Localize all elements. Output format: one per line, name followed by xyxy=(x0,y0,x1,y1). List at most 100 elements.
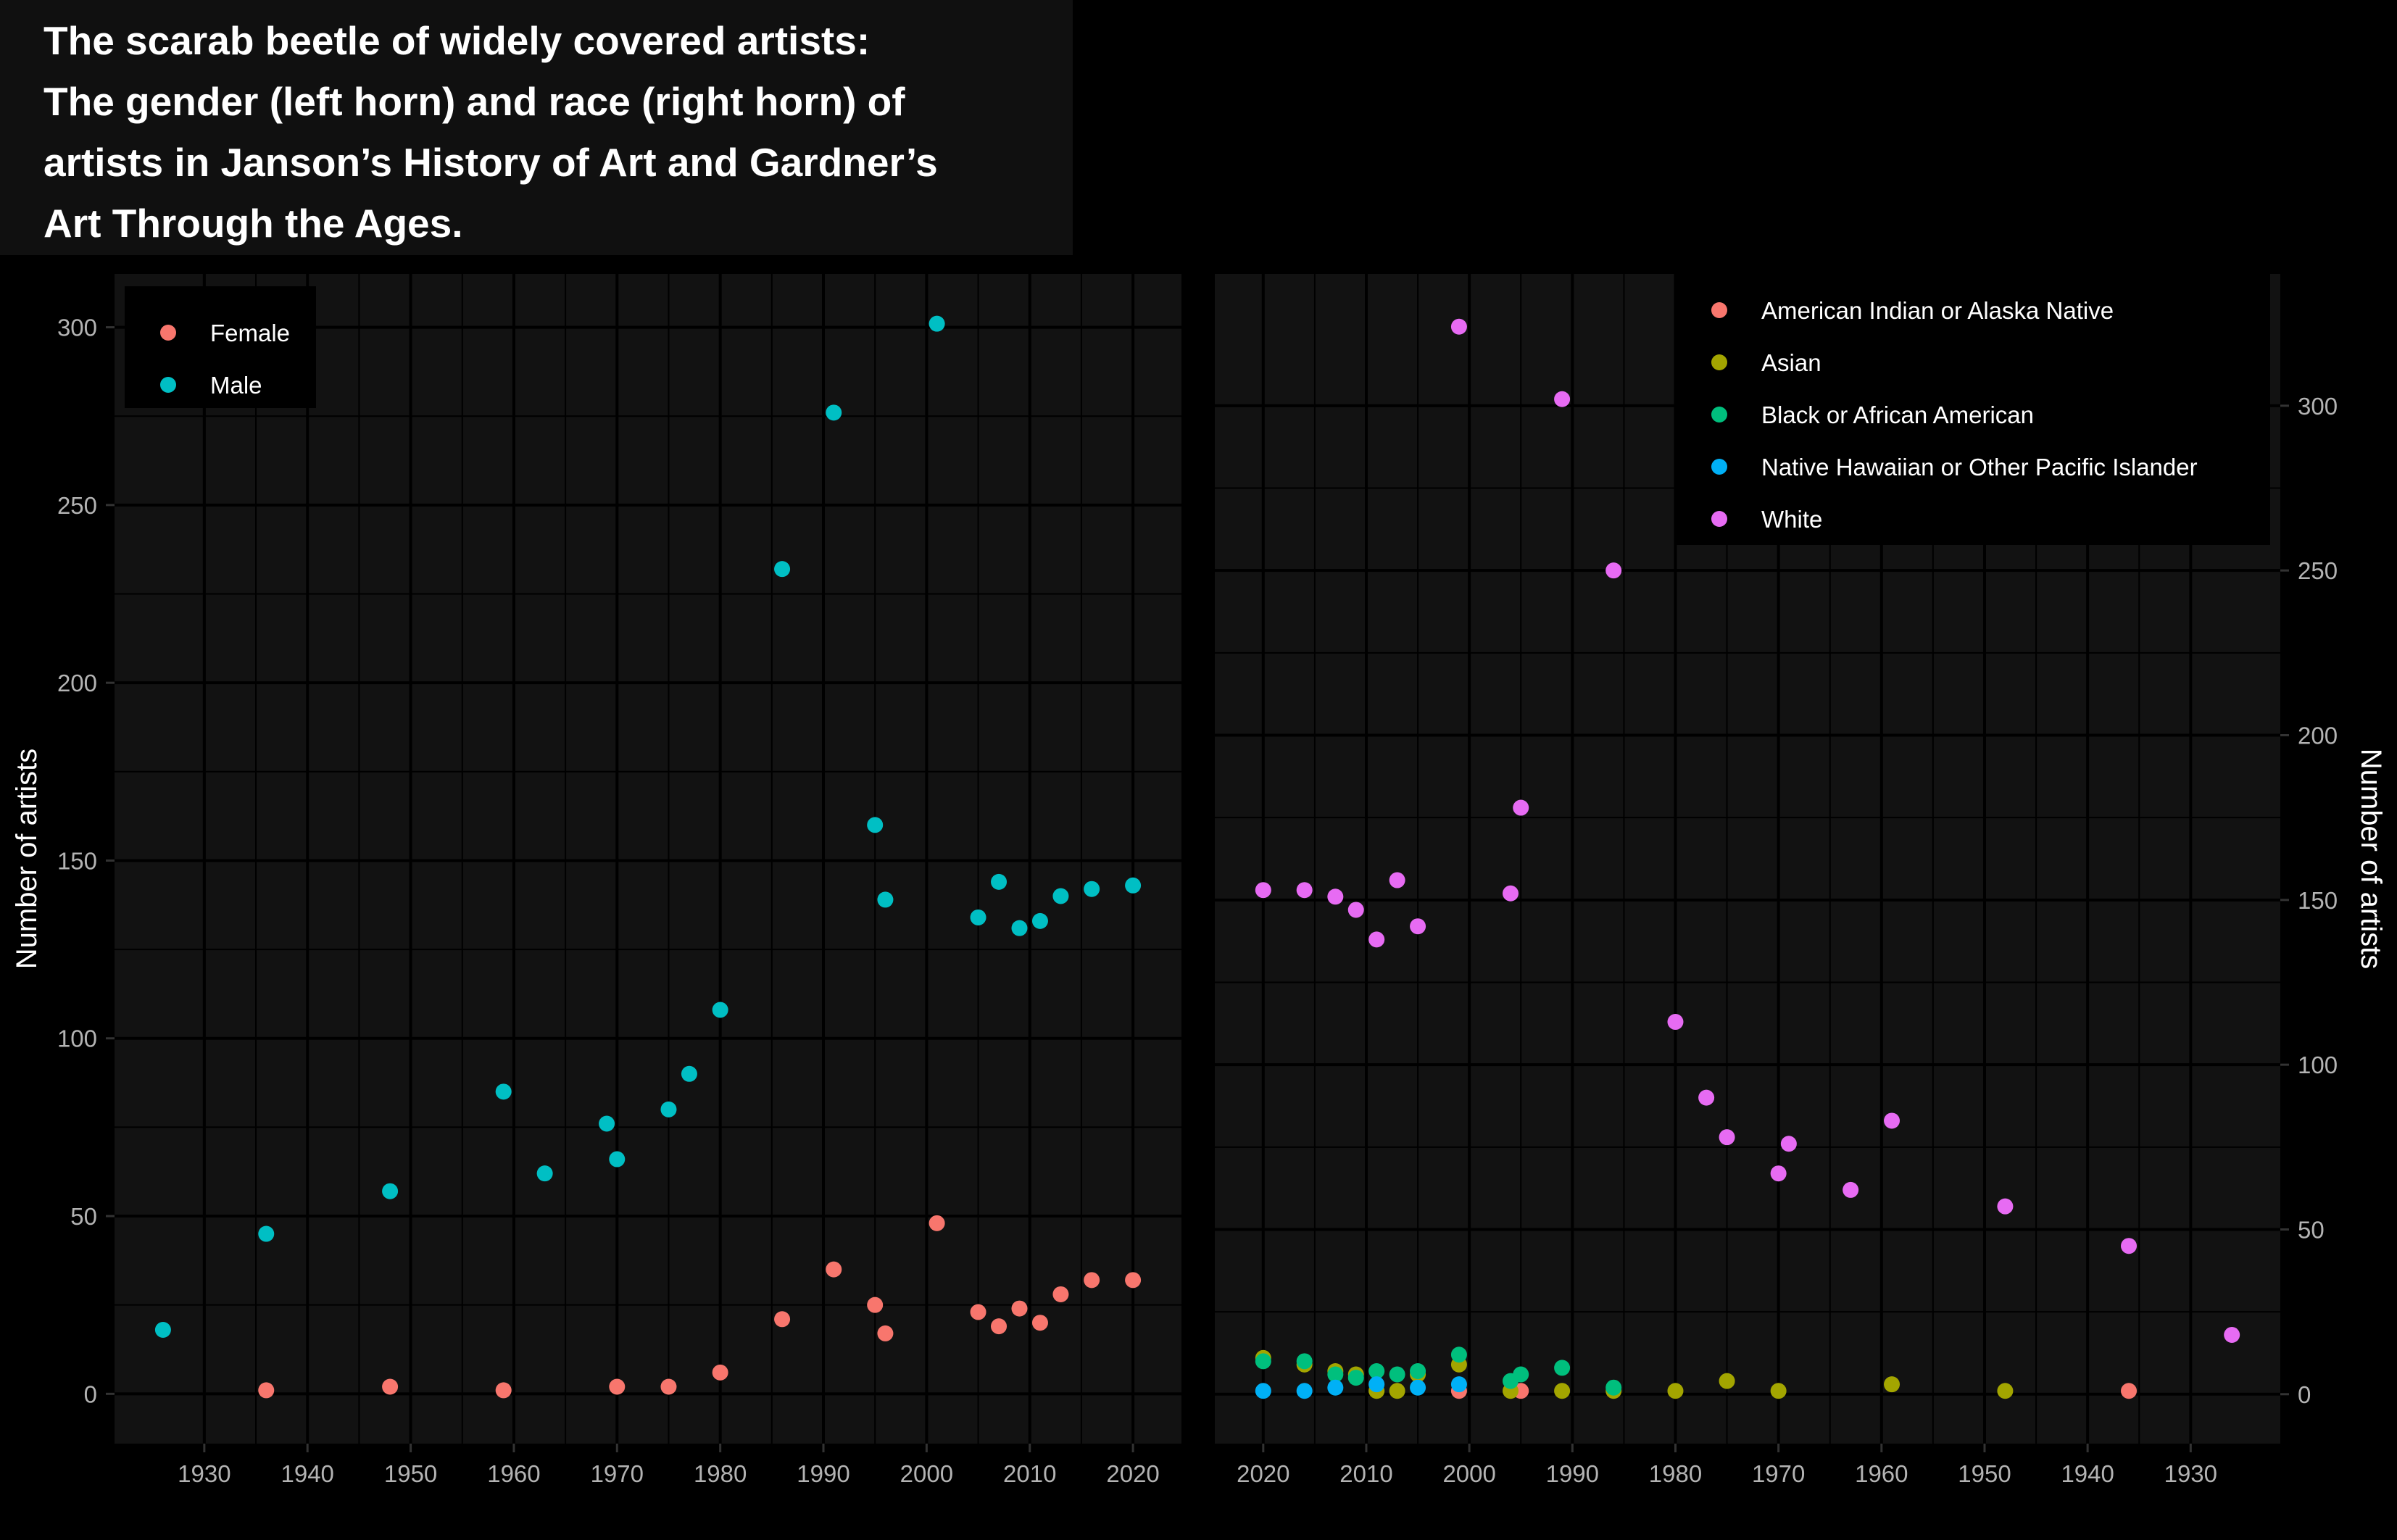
data-point xyxy=(1719,1129,1735,1146)
data-point xyxy=(1031,1315,1048,1331)
legend-label: Female xyxy=(210,320,290,346)
data-point xyxy=(877,891,894,908)
data-point xyxy=(1884,1112,1900,1129)
data-point xyxy=(2121,1238,2138,1254)
y-axis-label: Number of artists xyxy=(2355,749,2387,970)
x-tick-label: 2010 xyxy=(1339,1460,1392,1487)
data-point xyxy=(382,1378,399,1395)
y-tick-label: 0 xyxy=(2298,1381,2311,1408)
data-point xyxy=(712,1364,728,1381)
data-point xyxy=(867,1296,884,1313)
data-point xyxy=(1255,1353,1271,1370)
data-point xyxy=(991,1318,1008,1335)
legend-key xyxy=(160,325,176,341)
data-point xyxy=(991,873,1008,890)
data-point xyxy=(1327,1366,1344,1383)
y-tick-label: 0 xyxy=(84,1381,97,1407)
x-tick-label: 1950 xyxy=(384,1460,437,1487)
y-tick-label: 200 xyxy=(57,670,97,696)
data-point xyxy=(970,909,986,925)
legend: Female Male xyxy=(125,286,316,408)
y-tick-label: 50 xyxy=(2298,1216,2325,1243)
data-point xyxy=(1997,1383,2014,1399)
y-tick-label: 300 xyxy=(57,315,97,341)
gridlines xyxy=(115,274,1181,1444)
data-point xyxy=(1255,1383,1271,1399)
data-point xyxy=(1255,882,1271,899)
legend-key xyxy=(1711,511,1727,527)
data-point xyxy=(1327,888,1344,905)
legend-label: Black or African American xyxy=(1761,401,2034,428)
x-tick-label: 2000 xyxy=(900,1460,953,1487)
y-tick-label: 300 xyxy=(2298,393,2338,420)
title-block: The scarab beetle of widely covered arti… xyxy=(0,0,1073,255)
series-female xyxy=(258,1215,1142,1399)
y-tick-label: 250 xyxy=(2298,557,2338,584)
x-tick-label: 1990 xyxy=(1546,1460,1599,1487)
data-point xyxy=(1389,1366,1405,1383)
data-point xyxy=(877,1325,894,1341)
x-tick-label: 1930 xyxy=(2164,1460,2217,1487)
title-line-2: The gender (left horn) and race (right h… xyxy=(43,79,905,124)
data-point xyxy=(609,1378,626,1395)
data-point xyxy=(774,561,791,578)
data-point xyxy=(1031,912,1048,929)
data-point xyxy=(1997,1198,2014,1215)
data-point xyxy=(495,1083,512,1100)
legend-label: Male xyxy=(210,372,262,399)
data-point xyxy=(1884,1376,1900,1393)
data-point xyxy=(2121,1383,2138,1399)
data-point xyxy=(382,1183,399,1199)
series-black-or-african-american xyxy=(1255,1347,1622,1396)
data-point xyxy=(681,1065,697,1082)
data-point xyxy=(1770,1383,1787,1399)
legend-key xyxy=(160,377,176,393)
data-point xyxy=(970,1304,986,1320)
axes: 1930 1940 1950 1960 1970 1980 1990 2000 2010 2020… xyxy=(11,315,1160,1487)
data-point xyxy=(660,1378,677,1395)
y-tick-label: 100 xyxy=(57,1025,97,1052)
data-point xyxy=(1554,1360,1571,1376)
data-point xyxy=(712,1002,728,1018)
x-tick-label: 1980 xyxy=(694,1460,747,1487)
y-tick-label: 50 xyxy=(70,1203,97,1230)
data-point xyxy=(1347,902,1364,918)
data-point xyxy=(1503,885,1519,902)
axes: 2020 2010 2000 1990 1980 1970 1960 1950 1940 1930… xyxy=(1237,393,2387,1487)
x-tick-label: 1990 xyxy=(797,1460,849,1487)
legend-label: Asian xyxy=(1761,349,1821,376)
data-point xyxy=(258,1382,275,1399)
data-point xyxy=(1554,1383,1571,1399)
plot-panel-bg xyxy=(115,274,1181,1444)
data-point xyxy=(599,1115,615,1132)
data-point xyxy=(1296,1383,1313,1399)
data-point xyxy=(1605,562,1622,579)
data-points xyxy=(1255,318,2240,1399)
data-point xyxy=(929,315,945,332)
title-line-1: The scarab beetle of widely covered arti… xyxy=(43,18,871,63)
data-point xyxy=(1450,1347,1467,1363)
x-tick-label: 1960 xyxy=(487,1460,540,1487)
data-point xyxy=(1368,931,1385,948)
y-axis-label: Number of artists xyxy=(11,749,43,970)
x-tick-label: 1980 xyxy=(1649,1460,1702,1487)
data-point xyxy=(1554,391,1571,407)
data-point xyxy=(1513,1366,1529,1383)
data-point xyxy=(1296,1353,1313,1370)
title-line-3: artists in Janson’s History of Art and G… xyxy=(43,140,938,185)
gender-panel: 1930 1940 1950 1960 1970 1980 1990 2000 2010 2020… xyxy=(11,274,1181,1487)
data-point xyxy=(1368,1376,1385,1393)
data-point xyxy=(258,1225,275,1242)
data-point xyxy=(1605,1379,1622,1396)
data-point xyxy=(1125,877,1142,894)
title-line-4: Art Through the Ages. xyxy=(43,201,463,246)
legend-key xyxy=(1711,302,1727,318)
data-point xyxy=(1368,1362,1385,1379)
data-point xyxy=(609,1151,626,1168)
data-point xyxy=(1780,1136,1797,1152)
legend-key xyxy=(1711,407,1727,423)
data-point xyxy=(826,404,842,421)
data-point xyxy=(1052,1286,1069,1302)
data-point xyxy=(1410,1362,1426,1379)
data-point xyxy=(1084,1272,1100,1289)
